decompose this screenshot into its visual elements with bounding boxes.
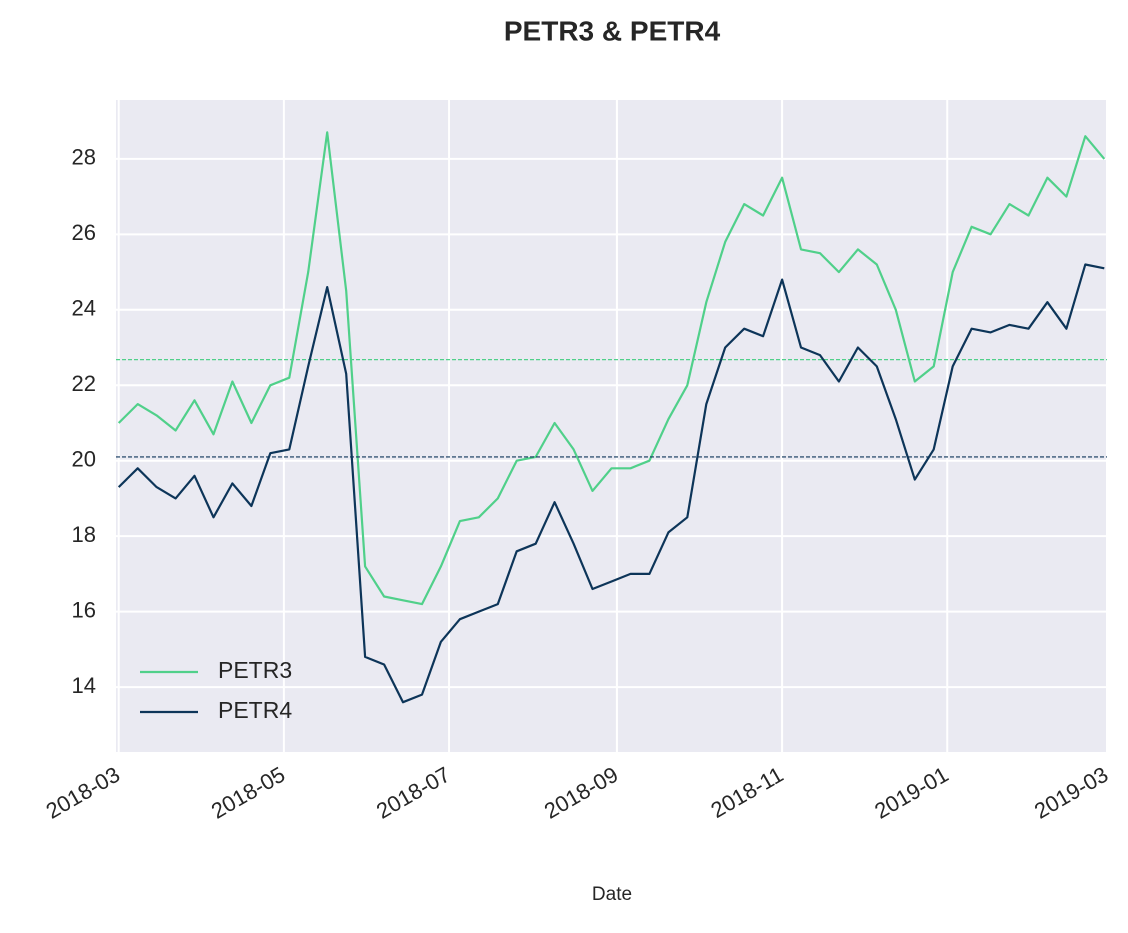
x-tick-label: 2018-03 bbox=[42, 762, 124, 824]
x-tick-label: 2018-11 bbox=[706, 762, 787, 823]
y-tick-label: 22 bbox=[72, 371, 96, 396]
x-tick-label: 2018-07 bbox=[372, 762, 454, 824]
y-tick-label: 16 bbox=[72, 597, 96, 622]
x-axis-label: Date bbox=[592, 884, 632, 905]
plot-area bbox=[116, 100, 1107, 752]
legend-label: PETR3 bbox=[218, 657, 292, 683]
x-tick-label: 2018-09 bbox=[540, 762, 622, 824]
x-tick-label: 2018-05 bbox=[207, 762, 289, 824]
line-series bbox=[117, 131, 1106, 606]
x-tick-label: 2019-01 bbox=[870, 762, 952, 824]
y-tick-label: 14 bbox=[72, 673, 96, 698]
line-series bbox=[117, 263, 1105, 704]
x-tick-label: 2019-03 bbox=[1030, 762, 1112, 824]
y-tick-label: 28 bbox=[72, 145, 96, 170]
y-tick-label: 24 bbox=[72, 296, 96, 321]
chart-title: PETR3 & PETR4 bbox=[504, 15, 721, 46]
y-tick-label: 18 bbox=[72, 522, 96, 547]
y-tick-label: 26 bbox=[72, 220, 96, 245]
legend-label: PETR4 bbox=[218, 697, 292, 723]
y-tick-label: 20 bbox=[72, 447, 96, 472]
